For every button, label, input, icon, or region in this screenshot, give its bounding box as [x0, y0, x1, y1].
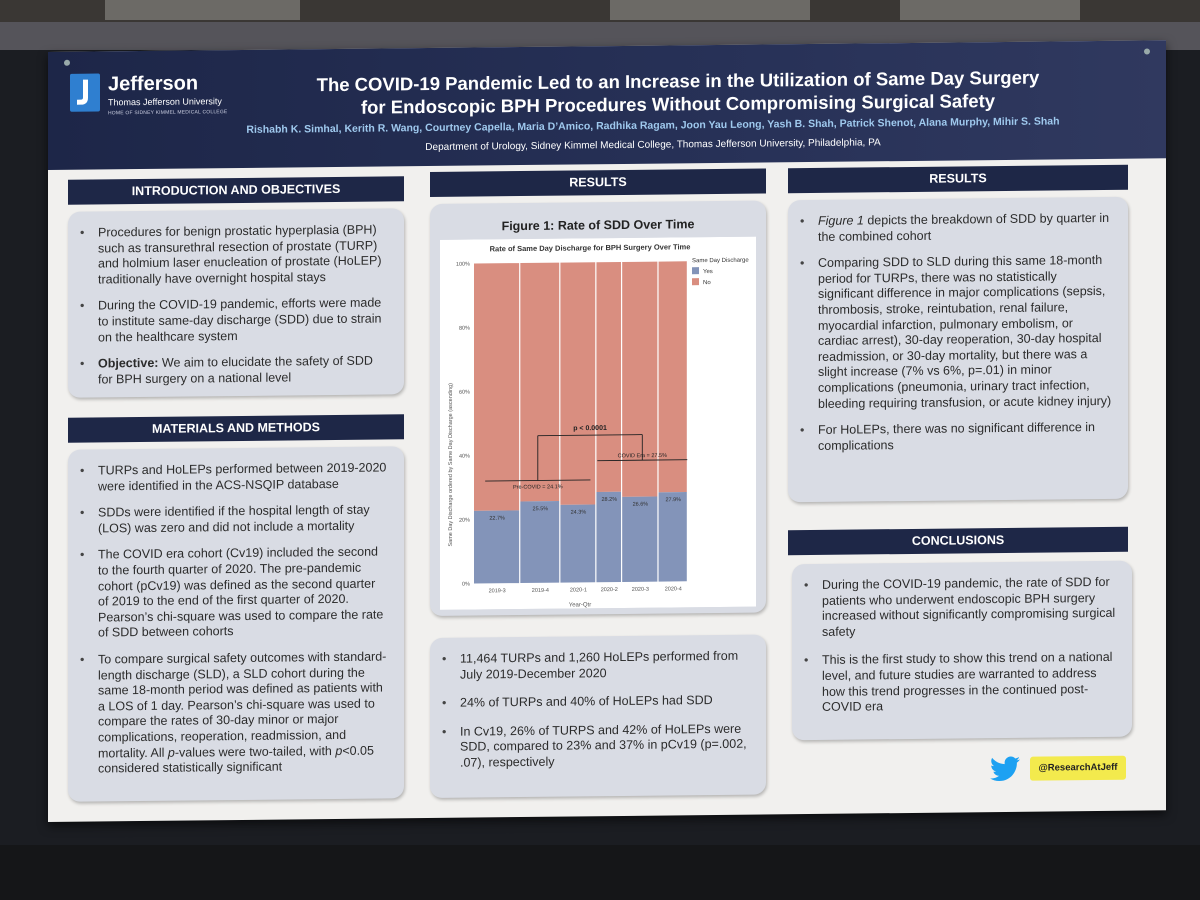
legend-label-yes: Yes	[703, 269, 713, 275]
department: Department of Urology, Sidney Kimmel Med…	[425, 137, 881, 154]
x-tick-label: 2020-4	[665, 586, 682, 592]
legend-title: Same Day Discharge	[692, 258, 749, 265]
data-label: 22.7%	[489, 516, 505, 522]
legend-swatch-no	[692, 278, 699, 286]
results-heading-right: RESULTS	[788, 164, 1128, 194]
list-item: Procedures for benign prostatic hyperpla…	[98, 222, 388, 287]
figure-title: Figure 1: Rate of SDD Over Time	[501, 217, 695, 234]
y-tick-label: 0%	[462, 582, 470, 588]
twitter-handle: @ResearchAtJeff	[1030, 755, 1126, 781]
bar-segment-yes	[658, 492, 687, 582]
legend-swatch-yes	[692, 267, 699, 275]
pre-covid-label: Pre-COVID = 24.1%	[513, 484, 563, 491]
intro-panel: Procedures for benign prostatic hyperpla…	[68, 208, 404, 398]
ceiling	[0, 0, 1200, 22]
conclusions-heading: CONCLUSIONS	[788, 526, 1128, 556]
bar-segment-yes	[474, 510, 520, 584]
methods-text: -values were two-tailed, with	[174, 743, 336, 760]
poster-title: The COVID-19 Pandemic Led to an Increase…	[228, 65, 1128, 120]
list-item: SDDs were identified if the hospital len…	[98, 503, 388, 537]
y-tick-label: 40%	[459, 454, 470, 460]
bar-segment-yes	[520, 501, 560, 584]
y-tick-label: 20%	[459, 518, 470, 524]
data-label: 25.5%	[533, 506, 549, 512]
bar-segment-no	[474, 263, 520, 511]
x-tick-label: 2020-3	[632, 587, 649, 593]
list-item: For HoLEPs, there was no significant dif…	[818, 420, 1112, 454]
list-item: Comparing SDD to SLD during this same 18…	[818, 253, 1112, 412]
intro-heading: INTRODUCTION AND OBJECTIVES	[68, 176, 404, 205]
logo-subtitle: Thomas Jefferson University	[108, 96, 222, 108]
data-label: 28.2%	[602, 497, 618, 503]
conclusions-panel: During the COVID-19 pandemic, the rate o…	[792, 560, 1132, 741]
bar-segment-yes	[596, 491, 621, 583]
y-tick-label: 100%	[456, 262, 470, 268]
sdd-mosaic-chart: Rate of Same Day Discharge for BPH Surge…	[440, 236, 756, 610]
list-item: The COVID era cohort (Cv19) included the…	[98, 545, 388, 642]
pvalue-connector	[537, 434, 643, 437]
list-item: To compare surgical safety outcomes with…	[98, 649, 388, 777]
results-right-panel: Figure 1 depicts the breakdown of SDD by…	[788, 196, 1128, 503]
objective-label: Objective:	[98, 355, 159, 371]
methods-panel: TURPs and HoLEPs performed between 2019-…	[68, 446, 404, 802]
figure-panel: Figure 1: Rate of SDD Over Time Rate of …	[430, 200, 766, 616]
bar-segment-yes	[622, 496, 658, 582]
data-label: 24.3%	[571, 510, 587, 516]
logo-name: Jefferson	[108, 72, 199, 96]
list-item: During the COVID-19 pandemic, the rate o…	[822, 575, 1116, 640]
x-tick-label: 2019-4	[532, 588, 549, 594]
ceiling-window	[105, 0, 300, 20]
bar-segment-no	[520, 262, 560, 502]
list-item: 24% of TURPs and 40% of HoLEPs had SDD	[460, 693, 750, 712]
list-item: During the COVID-19 pandemic, efforts we…	[98, 296, 388, 346]
bar-segment-no	[622, 261, 658, 497]
results-mid-panel: 11,464 TURPs and 1,260 HoLEPs performed …	[430, 634, 766, 798]
poster-header: Jefferson Thomas Jefferson University HO…	[48, 40, 1166, 171]
chart-title: Rate of Same Day Discharge for BPH Surge…	[490, 242, 691, 253]
pushpin	[1144, 48, 1150, 55]
ceiling-window	[610, 0, 810, 20]
y-axis-title: Same Day Discharge ordered by Same Day D…	[448, 383, 454, 547]
x-tick-label: 2020-1	[570, 587, 587, 593]
results-heading-middle: RESULTS	[430, 168, 766, 197]
p-value-label: p < 0.0001	[573, 425, 607, 432]
poster: Jefferson Thomas Jefferson University HO…	[48, 40, 1166, 822]
p-symbol: p	[167, 745, 175, 760]
y-tick-label: 60%	[459, 390, 470, 396]
y-tick-label: 80%	[459, 326, 470, 332]
jefferson-j-icon	[70, 73, 100, 112]
bar-segment-yes	[560, 504, 596, 583]
bar-segment-no	[658, 261, 687, 493]
x-axis-title: Year-Qtr	[569, 602, 591, 608]
list-item: In Cv19, 26% of TURPS and 42% of HoLEPs …	[460, 721, 750, 771]
figure-reference: Figure 1	[818, 213, 864, 228]
logo-tagline: HOME OF SIDNEY KIMMEL MEDICAL COLLEGE	[108, 109, 228, 117]
floor-shadow	[0, 845, 1200, 900]
x-tick-label: 2020-2	[601, 587, 618, 593]
data-label: 27.9%	[665, 497, 681, 503]
list-item: This is the first study to show this tre…	[822, 650, 1116, 715]
ceiling-window	[900, 0, 1080, 20]
list-item: 11,464 TURPs and 1,260 HoLEPs performed …	[460, 649, 750, 683]
list-item: Objective: We aim to elucidate the safet…	[98, 354, 388, 388]
data-label: 26.6%	[633, 502, 649, 508]
bar-segment-no	[560, 262, 596, 505]
list-item: TURPs and HoLEPs performed between 2019-…	[98, 460, 388, 494]
jefferson-logo: Jefferson Thomas Jefferson University HO…	[70, 66, 240, 138]
twitter-bird-icon	[990, 756, 1020, 782]
x-tick-label: 2019-3	[489, 588, 506, 594]
methods-heading: MATERIALS AND METHODS	[68, 414, 404, 443]
legend-label-no: No	[703, 280, 711, 286]
covid-era-label: COVID Era = 27.5%	[618, 453, 667, 460]
pushpin	[64, 59, 70, 66]
list-item: Figure 1 depicts the breakdown of SDD by…	[818, 211, 1112, 245]
